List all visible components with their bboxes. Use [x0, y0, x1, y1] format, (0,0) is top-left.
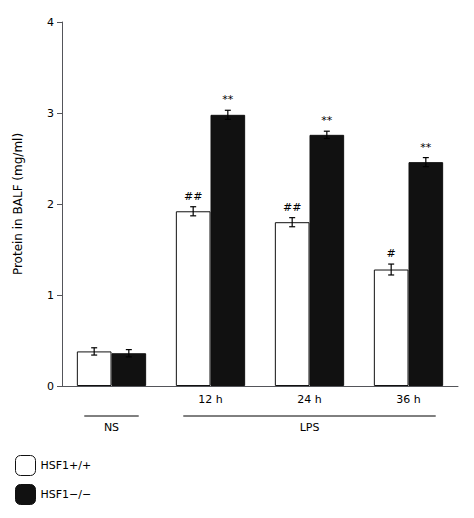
- svg-text:##: ##: [184, 190, 202, 203]
- svg-text:1: 1: [47, 289, 54, 302]
- svg-text:12 h: 12 h: [198, 393, 222, 406]
- svg-text:2: 2: [47, 198, 54, 211]
- svg-text:3: 3: [47, 107, 54, 120]
- svg-text:**: **: [222, 93, 234, 106]
- svg-text:0: 0: [47, 380, 54, 393]
- svg-text:HSF1+/+: HSF1+/+: [41, 459, 92, 472]
- svg-text:4: 4: [47, 16, 54, 29]
- svg-text:NS: NS: [104, 421, 119, 434]
- svg-text:24 h: 24 h: [297, 393, 321, 406]
- svg-text:##: ##: [283, 201, 301, 214]
- svg-text:#: #: [387, 247, 396, 260]
- svg-text:36 h: 36 h: [396, 393, 420, 406]
- svg-text:**: **: [420, 141, 432, 154]
- svg-text:LPS: LPS: [300, 421, 320, 434]
- svg-text:Protein in BALF (mg/ml): Protein in BALF (mg/ml): [11, 133, 25, 275]
- svg-text:HSF1−/−: HSF1−/−: [41, 488, 92, 501]
- svg-text:**: **: [321, 114, 333, 127]
